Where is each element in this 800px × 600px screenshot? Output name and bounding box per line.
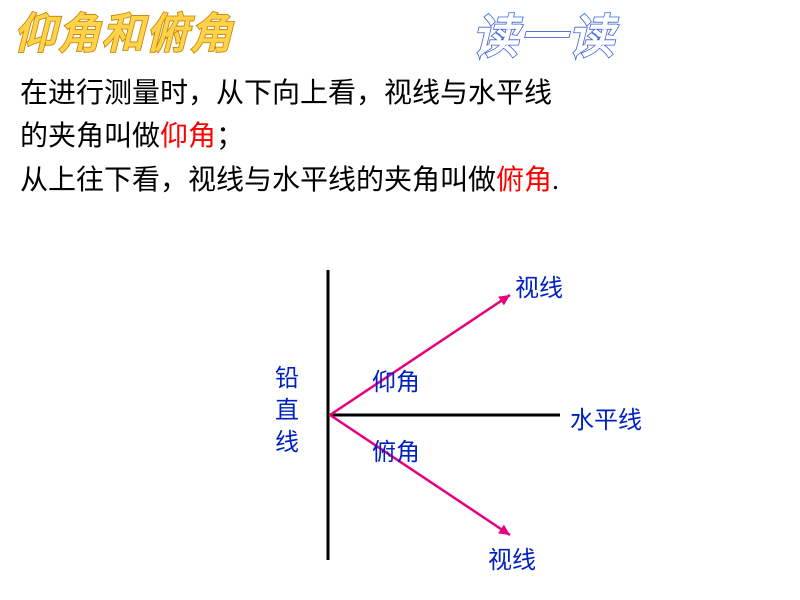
diagram-label-vertical_l3: 线 [275,422,299,457]
title-read: 读一读 [470,4,649,78]
paragraph-line: 从上往下看，视线与水平线的夹角叫做俯角. [20,159,559,202]
diagram-label-horizontal: 水平线 [570,400,642,435]
title-elevation-depression: 仰角和俯角 [12,4,285,72]
svg-text:仰角和俯角: 仰角和俯角 [14,10,234,57]
sight-line-down-arrowhead [498,525,510,535]
diagram-label-depr_angle: 俯角 [372,432,420,467]
definition-paragraph: 在进行测量时，从下向上看，视线与水平线的夹角叫做仰角；从上往下看，视线与水平线的… [20,72,559,202]
diagram-label-vertical_l1: 铅 [275,358,299,393]
text-run: 的夹角叫做 [20,121,160,152]
text-run: 在进行测量时，从下向上看，视线与水平线 [20,78,552,109]
keyword: 俯角 [496,165,552,196]
text-run: 从上往下看，视线与水平线的夹角叫做 [20,165,496,196]
text-run: ； [216,121,244,152]
angle-diagram: 视线视线水平线铅直线仰角俯角 [180,250,660,580]
sight-line-up-arrowhead [498,295,510,305]
sight-line-down [330,415,510,535]
diagram-label-sight_down: 视线 [488,540,536,575]
diagram-label-sight_up: 视线 [515,268,563,303]
diagram-label-vertical_l2: 直 [275,390,299,425]
paragraph-line: 的夹角叫做仰角； [20,115,559,158]
keyword: 仰角 [160,121,216,152]
sight-line-up [330,295,510,415]
paragraph-line: 在进行测量时，从下向上看，视线与水平线 [20,72,559,115]
text-run: . [552,165,559,196]
diagram-label-elev_angle: 仰角 [372,362,420,397]
svg-text:读一读: 读一读 [472,10,619,62]
